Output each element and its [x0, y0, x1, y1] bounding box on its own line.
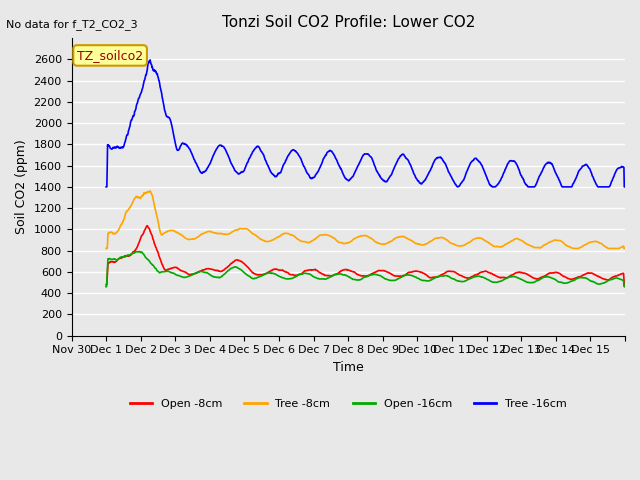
Tree -8cm	[145, 188, 153, 194]
Open -8cm	[276, 267, 284, 273]
Title: Tonzi Soil CO2 Profile: Lower CO2: Tonzi Soil CO2 Profile: Lower CO2	[221, 15, 475, 30]
Text: TZ_soilco2: TZ_soilco2	[77, 49, 143, 62]
Open -8cm	[560, 274, 568, 279]
Tree -8cm	[276, 233, 284, 239]
Tree -8cm	[102, 246, 110, 252]
Tree -8cm	[560, 240, 568, 246]
Tree -16cm	[514, 164, 522, 170]
Tree -16cm	[446, 172, 454, 178]
Line: Open -16cm: Open -16cm	[106, 252, 625, 287]
Tree -8cm	[218, 231, 226, 237]
Open -16cm	[136, 249, 143, 254]
Tree -16cm	[218, 143, 226, 149]
Open -16cm	[514, 275, 522, 281]
Tree -8cm	[514, 236, 522, 242]
Open -16cm	[218, 273, 226, 279]
Tree -8cm	[205, 228, 213, 234]
Open -16cm	[621, 284, 629, 289]
Open -8cm	[218, 268, 226, 274]
Tree -16cm	[147, 57, 154, 63]
Line: Open -8cm: Open -8cm	[106, 226, 625, 285]
Open -8cm	[205, 266, 213, 272]
Open -16cm	[276, 274, 284, 280]
Open -16cm	[446, 275, 454, 280]
Tree -16cm	[205, 162, 213, 168]
Open -8cm	[446, 268, 454, 274]
Open -8cm	[143, 223, 151, 228]
Tree -16cm	[276, 170, 284, 176]
Tree -16cm	[621, 184, 629, 190]
Open -8cm	[621, 282, 629, 288]
Tree -16cm	[102, 184, 110, 190]
Tree -16cm	[560, 184, 568, 190]
Line: Tree -16cm: Tree -16cm	[106, 60, 625, 187]
Legend: Open -8cm, Tree -8cm, Open -16cm, Tree -16cm: Open -8cm, Tree -8cm, Open -16cm, Tree -…	[125, 395, 572, 414]
Open -8cm	[514, 269, 522, 275]
Tree -8cm	[621, 246, 629, 252]
Line: Tree -8cm: Tree -8cm	[106, 191, 625, 249]
X-axis label: Time: Time	[333, 361, 364, 374]
Text: No data for f_T2_CO2_3: No data for f_T2_CO2_3	[6, 19, 138, 30]
Open -16cm	[205, 271, 213, 277]
Open -8cm	[102, 282, 110, 288]
Tree -8cm	[446, 240, 454, 246]
Y-axis label: Soil CO2 (ppm): Soil CO2 (ppm)	[15, 140, 28, 234]
Open -16cm	[102, 284, 110, 289]
Open -16cm	[560, 280, 568, 286]
